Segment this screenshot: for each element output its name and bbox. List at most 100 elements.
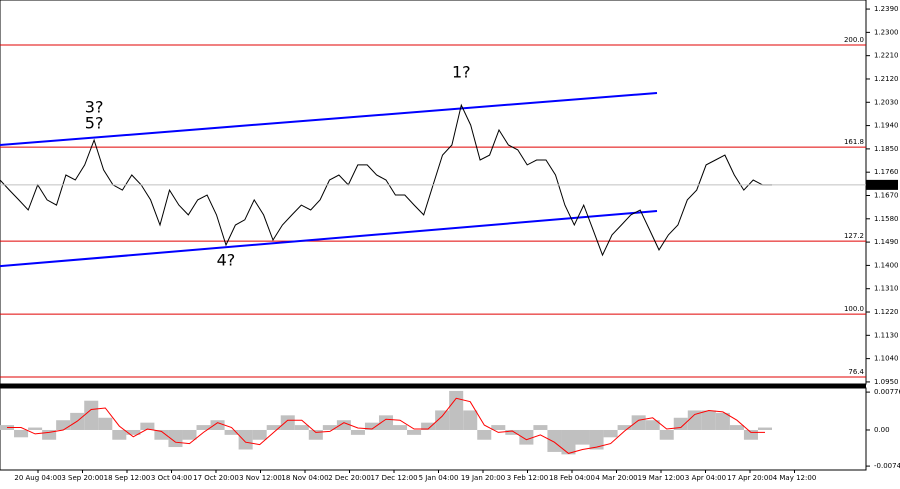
histogram-bar — [210, 420, 225, 430]
histogram-bar — [491, 425, 506, 430]
histogram-bar — [266, 425, 281, 430]
histogram-bar — [308, 429, 323, 440]
x-tick-label: 19 Mar 12:00 — [638, 474, 685, 482]
x-tick-label: 18 Feb 04:00 — [549, 474, 595, 482]
y-tick-label: 0.00 — [874, 426, 890, 434]
y-tick-label: 1.1670 — [874, 191, 899, 199]
y-tick-label: 1.1490 — [874, 238, 899, 246]
y-tick-label: 1.2390 — [874, 5, 899, 13]
histogram-bar — [631, 415, 646, 430]
histogram-bar — [280, 415, 295, 430]
histogram-bar — [294, 425, 309, 430]
current-price-box — [866, 179, 898, 190]
histogram-bar — [673, 417, 688, 430]
x-tick-label: 4 May 12:00 — [773, 474, 817, 482]
histogram-bar — [435, 410, 450, 430]
histogram-bar — [519, 429, 534, 445]
y-tick-label: 1.2210 — [874, 52, 899, 60]
histogram-bar — [98, 417, 113, 430]
y-tick-label: 1.2030 — [874, 98, 899, 106]
histogram-bar — [645, 420, 660, 430]
histogram-bar — [687, 410, 702, 430]
level-label: 100.0 — [844, 305, 864, 313]
trend-line — [0, 210, 658, 268]
histogram-bar — [603, 429, 618, 438]
histogram-bar — [561, 429, 576, 455]
histogram-bar — [140, 422, 155, 430]
histogram-bar — [322, 425, 337, 430]
level-label: 127.2 — [844, 232, 864, 240]
x-tick-label: 3 Sep 20:00 — [61, 474, 103, 482]
wave-label: 3? — [85, 98, 104, 117]
histogram-bar — [505, 429, 520, 435]
histogram-bar — [659, 429, 674, 440]
histogram-bar — [154, 429, 169, 440]
oscillator-panel — [0, 387, 867, 471]
histogram-bar — [393, 425, 408, 430]
y-tick-label: 1.1040 — [874, 355, 899, 363]
histogram-bar — [42, 429, 57, 440]
histogram-bar — [729, 425, 744, 430]
y-tick-label: 1.1400 — [874, 261, 899, 269]
histogram-bar — [126, 429, 141, 435]
x-tick-label: 20 Aug 04:00 — [14, 474, 61, 482]
histogram-bar — [112, 429, 127, 440]
wave-label: 5? — [85, 114, 104, 133]
x-tick-label: 2 Dec 20:00 — [328, 474, 371, 482]
x-tick-label: 3 Feb 12:00 — [507, 474, 548, 482]
histogram-bar — [336, 420, 351, 430]
histogram-bar — [407, 429, 422, 435]
y-tick-label: 1.1940 — [874, 122, 899, 130]
histogram-bar — [350, 429, 365, 435]
histogram-bar — [575, 429, 590, 445]
y-tick-label: 1.0950 — [874, 378, 899, 386]
level-label: 200.0 — [844, 36, 864, 44]
y-tick-label: 1.1760 — [874, 168, 899, 176]
trend-line — [0, 91, 658, 147]
x-tick-label: 19 Jan 20:00 — [461, 474, 505, 482]
histogram-bar — [533, 425, 548, 430]
x-tick-label: 18 Sep 12:00 — [104, 474, 151, 482]
histogram-bar — [421, 422, 436, 430]
y-tick-label: 1.2300 — [874, 28, 899, 36]
x-tick-label: 17 Apr 20:00 — [727, 474, 773, 482]
y-tick-label: 1.2120 — [874, 75, 899, 83]
histogram-bar — [701, 410, 716, 430]
histogram-bar — [715, 412, 730, 430]
histogram-bar — [477, 429, 492, 440]
x-tick-label: 18 Nov 04:00 — [281, 474, 328, 482]
y-tick-label: 1.1220 — [874, 308, 899, 316]
x-tick-label: 3 Nov 12:00 — [239, 474, 282, 482]
y-tick-label: 1.1130 — [874, 331, 899, 339]
histogram-bar — [364, 422, 379, 430]
y-tick-label: 1.1850 — [874, 145, 899, 153]
level-label: 76.4 — [848, 368, 864, 376]
y-tick-label: 1.1310 — [874, 285, 899, 293]
x-tick-label: 5 Jan 04:00 — [419, 474, 459, 482]
x-tick-label: 3 Oct 04:00 — [151, 474, 192, 482]
histogram-bar — [28, 427, 43, 430]
histogram-bar — [182, 429, 197, 440]
y-tick-label: 1.1580 — [874, 215, 899, 223]
histogram-bar — [463, 410, 478, 430]
wave-label: 1? — [452, 63, 471, 82]
x-tick-label: 3 Apr 04:00 — [685, 474, 726, 482]
y-tick-label: 0.00776 — [874, 388, 900, 396]
x-tick-label: 17 Dec 12:00 — [370, 474, 417, 482]
price-line — [0, 103, 772, 257]
wave-label: 4? — [217, 250, 236, 269]
histogram-bar — [14, 429, 29, 438]
level-label: 161.8 — [844, 138, 864, 146]
histogram-bar — [252, 429, 267, 440]
signal-line — [7, 397, 765, 454]
x-tick-label: 4 Mar 20:00 — [595, 474, 637, 482]
histogram-bar — [449, 390, 464, 430]
current-price-label: 1.1711 — [870, 181, 895, 189]
histogram-bar — [84, 400, 99, 430]
histogram-bar — [547, 429, 562, 452]
histogram-bar — [56, 420, 71, 430]
main-panel — [0, 0, 867, 385]
x-tick-label: 17 Oct 20:00 — [193, 474, 239, 482]
histogram-bar — [238, 429, 253, 450]
